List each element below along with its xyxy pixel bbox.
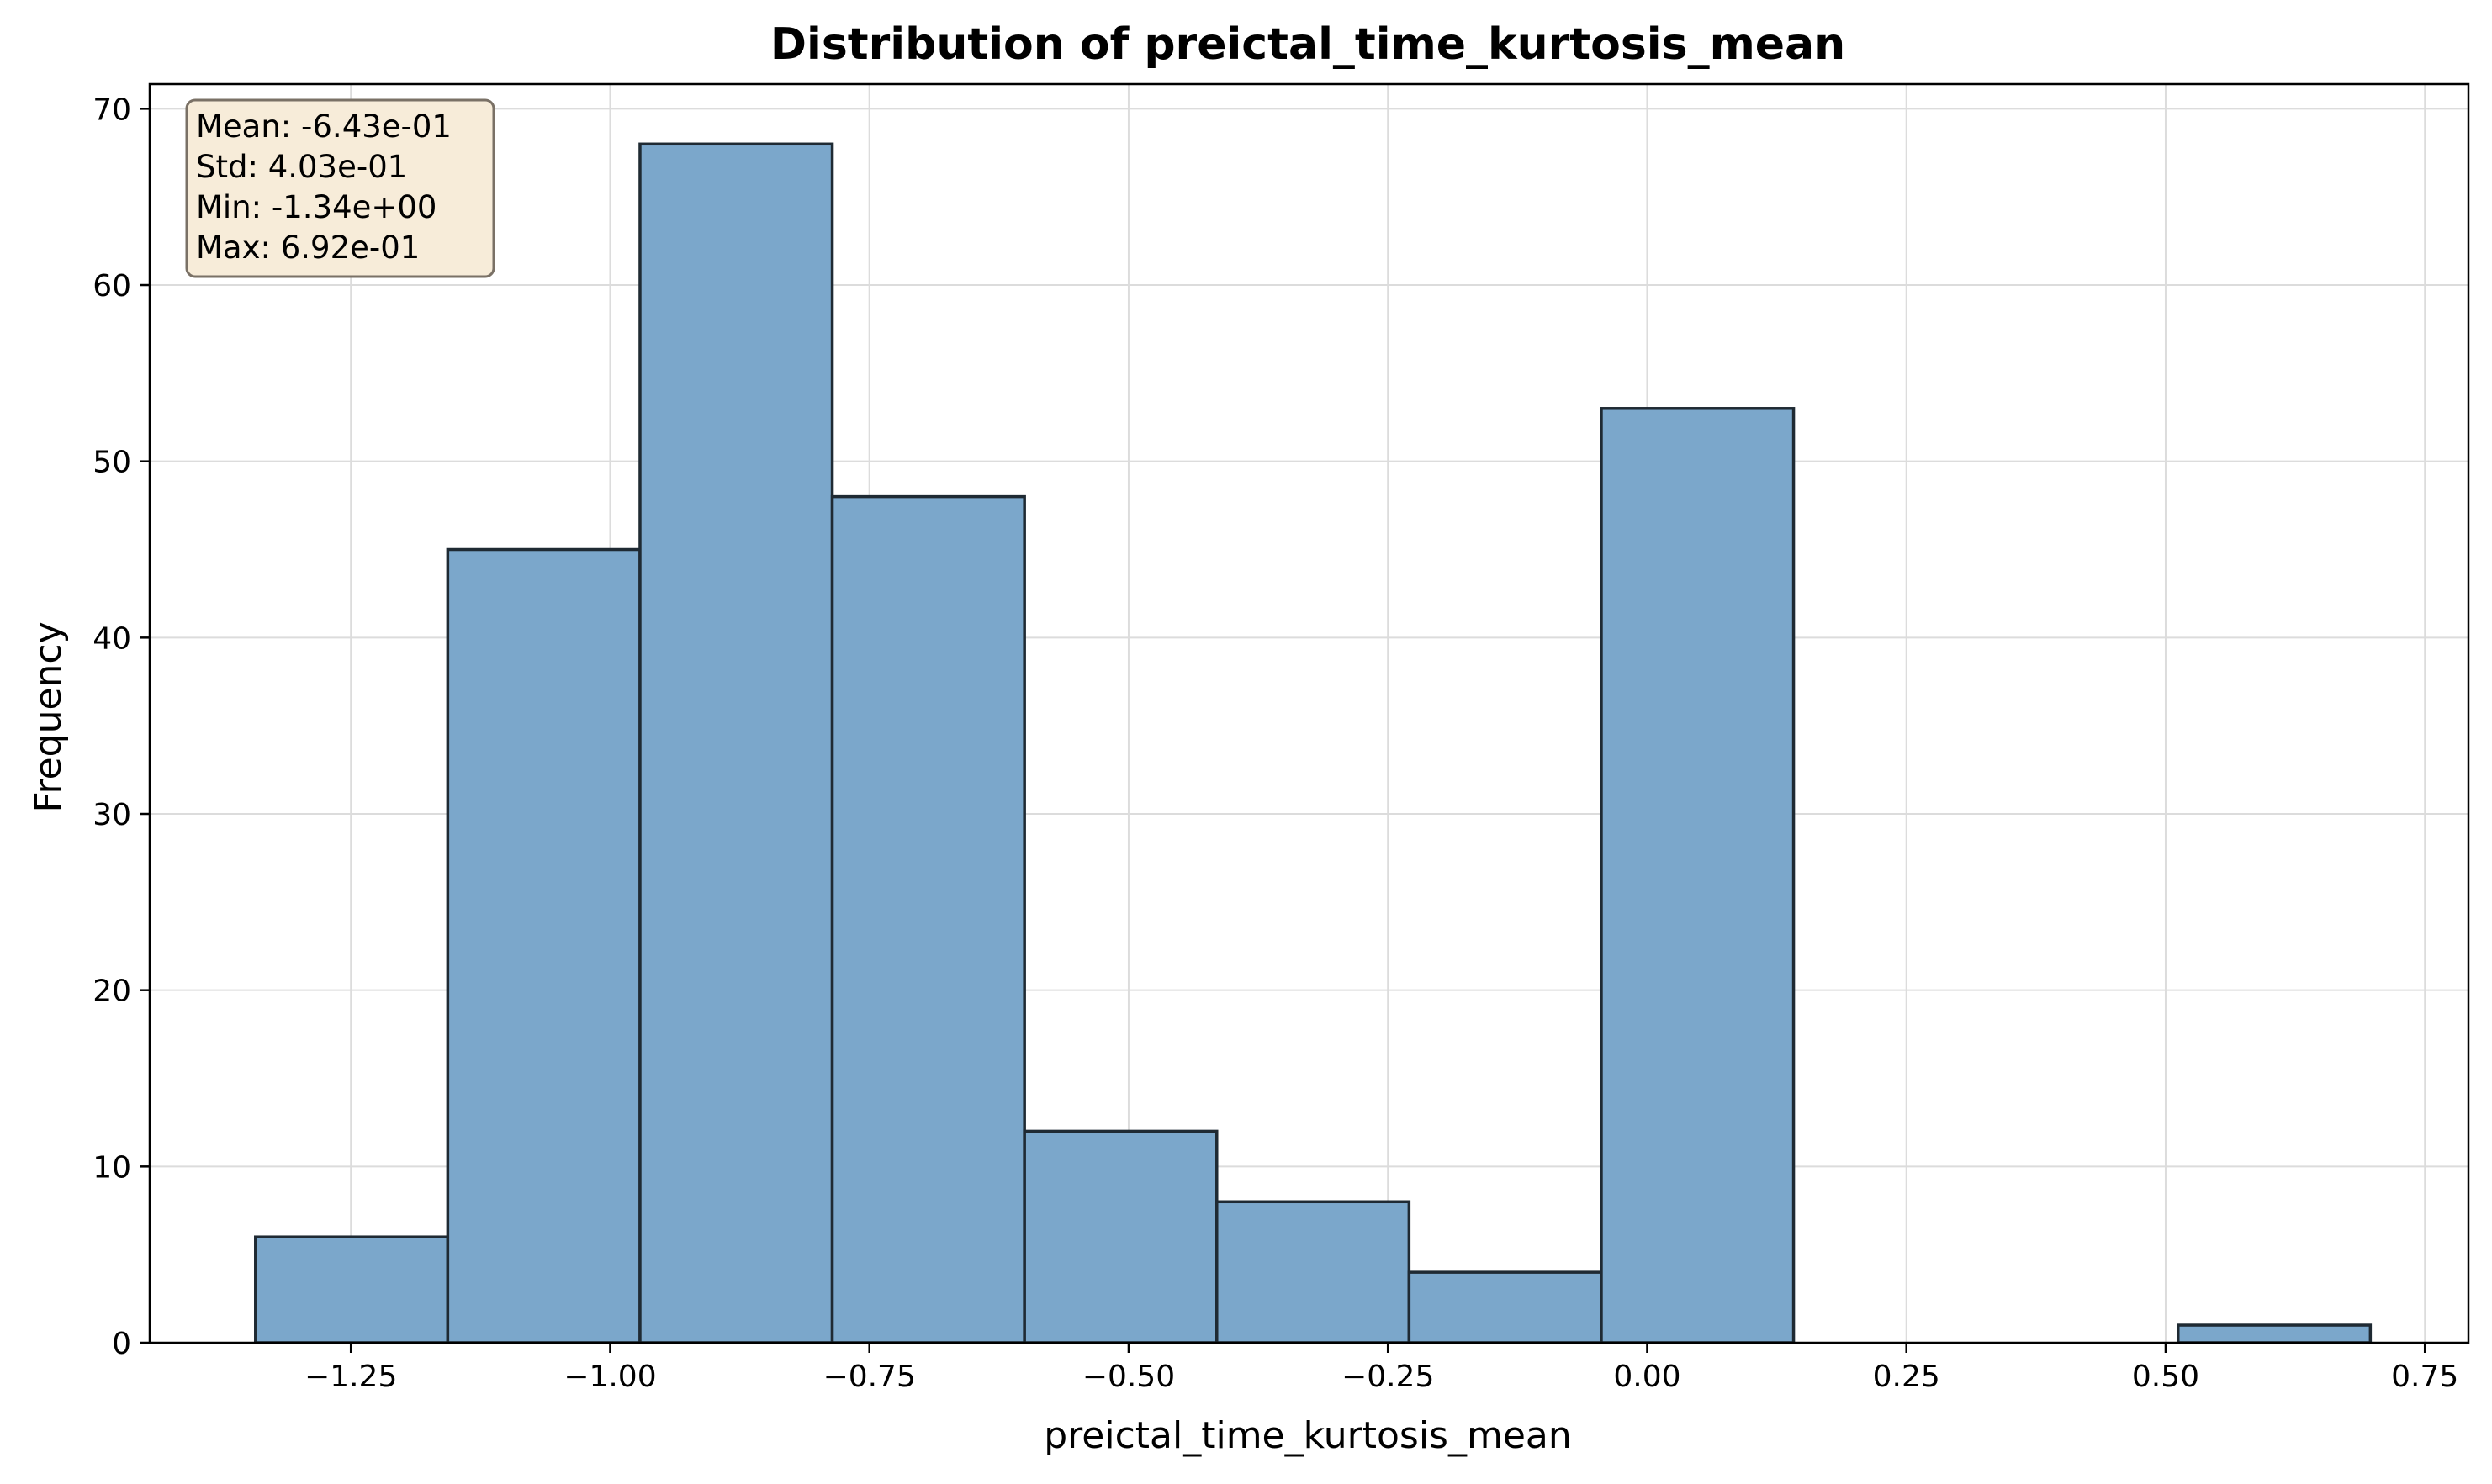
histogram-bar [1407, 1270, 1603, 1344]
x-tick-label: −0.50 [1082, 1360, 1175, 1394]
tick-labels: −1.25 −1.00 −0.75 −0.50 −0.25 0.00 0.25 0.50 0.7… [93, 92, 2458, 1394]
x-tick-label: −0.25 [1341, 1360, 1434, 1394]
histogram-bar [1600, 407, 1796, 1344]
histogram-bar [638, 142, 834, 1344]
stats-box: Mean: -6.43e-01 Std: 4.03e-01 Min: -1.34e+… [185, 98, 495, 278]
stats-line: Max: 6.92e-01 [196, 230, 420, 266]
x-tick-label: −1.25 [304, 1360, 397, 1394]
y-tick-label: 10 [93, 1150, 131, 1185]
stats-line: Min: -1.34e+00 [196, 189, 436, 225]
x-tick-label: 0.00 [1613, 1360, 1680, 1394]
x-tick-label: 0.75 [2391, 1360, 2458, 1394]
x-tick-label: 0.50 [2132, 1360, 2199, 1394]
axes [140, 82, 2470, 1353]
chart-title: Distribution of preictal_time_kurtosis_m… [770, 19, 1845, 70]
histogram-bar [1023, 1129, 1219, 1344]
x-tick-label: −1.00 [563, 1360, 656, 1394]
y-tick-label: 30 [93, 798, 131, 832]
histogram-bar [1215, 1200, 1411, 1344]
y-tick-label: 50 [93, 446, 131, 480]
y-tick-label: 70 [93, 92, 131, 127]
x-tick-label: 0.25 [1873, 1360, 1940, 1394]
stats-box-background [185, 98, 495, 278]
y-tick-label: 60 [93, 269, 131, 304]
y-tick-label: 20 [93, 974, 131, 1009]
y-axis-label: Frequency [27, 621, 70, 812]
y-tick-label: 40 [93, 621, 131, 656]
stats-line: Std: 4.03e-01 [196, 149, 407, 185]
histogram-bar [446, 547, 642, 1344]
y-tick-label: 0 [112, 1327, 131, 1361]
histogram-bar [254, 1235, 450, 1344]
stats-line: Mean: -6.43e-01 [196, 108, 452, 145]
histogram-bar [2177, 1323, 2373, 1344]
histogram-bar [830, 494, 1026, 1344]
histogram-bars [254, 142, 2373, 1344]
plot-frame [148, 82, 2470, 1344]
x-axis-label: preictal_time_kurtosis_mean [1044, 1414, 1572, 1457]
x-tick-label: −0.75 [823, 1360, 916, 1394]
